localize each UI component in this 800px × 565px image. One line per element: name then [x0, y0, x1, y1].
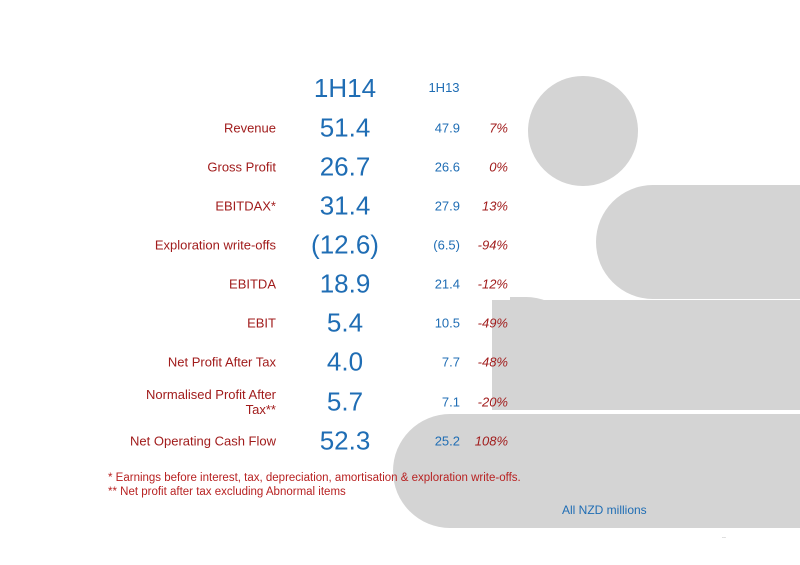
- column-header-current: 1H14: [313, 73, 377, 103]
- current-value: 52.3: [319, 425, 371, 456]
- prior-value: 10.5: [434, 315, 460, 331]
- current-value: 26.7: [319, 151, 371, 182]
- logo-bar-middle: [492, 300, 800, 410]
- change-percent: 7%: [489, 120, 508, 136]
- row-label: Revenue: [223, 120, 276, 136]
- change-percent: 0%: [489, 159, 508, 175]
- row-label: Net Operating Cash Flow: [130, 433, 276, 449]
- column-header-prior: 1H13: [428, 80, 460, 95]
- prior-value: 7.1: [441, 394, 460, 410]
- change-percent: -20%: [477, 394, 508, 410]
- table-row: Net Operating Cash Flow 52.3 25.2 108%: [0, 421, 800, 461]
- table-row: EBIT 5.4 10.5 -49%: [0, 303, 800, 343]
- current-value: 5.7: [326, 386, 364, 417]
- table-row: EBITDA 18.9 21.4 -12%: [0, 264, 800, 304]
- row-label: Net Profit After Tax: [167, 354, 276, 370]
- footnote-normalised: ** Net profit after tax excluding Abnorm…: [108, 486, 346, 498]
- change-percent: -12%: [477, 276, 508, 292]
- logo-hook-upper: [596, 185, 800, 299]
- prior-value: (6.5): [433, 237, 460, 253]
- logo-bar-lower: [393, 414, 800, 528]
- prior-value: 7.7: [441, 354, 460, 370]
- change-percent: -94%: [477, 237, 508, 253]
- table-row: Gross Profit 26.7 26.6 0%: [0, 147, 800, 187]
- current-value: 18.9: [319, 268, 371, 299]
- current-value: 31.4: [319, 190, 371, 221]
- change-percent: -49%: [477, 315, 508, 331]
- table-row: Revenue 51.4 47.9 7%: [0, 108, 800, 148]
- prior-value: 27.9: [434, 198, 460, 214]
- row-label: EBITDA: [229, 276, 276, 292]
- prior-value: 26.6: [434, 159, 460, 175]
- row-label: Normalised Profit After Tax**: [145, 387, 276, 417]
- prior-value: 25.2: [434, 433, 460, 449]
- corner-mark: ..: [722, 533, 726, 540]
- table-row: Normalised Profit After Tax** 5.7 7.1 -2…: [0, 382, 800, 422]
- table-row: Exploration write-offs (12.6) (6.5) -94%: [0, 225, 800, 265]
- row-label: EBIT: [247, 315, 276, 331]
- row-label: Exploration write-offs: [154, 237, 276, 253]
- units-note: All NZD millions: [562, 503, 647, 517]
- prior-value: 21.4: [434, 276, 460, 292]
- table-row: Net Profit After Tax 4.0 7.7 -48%: [0, 342, 800, 382]
- change-percent: 13%: [481, 198, 508, 214]
- logo-circle-top: [528, 76, 638, 186]
- prior-value: 47.9: [434, 120, 460, 136]
- current-value: 4.0: [326, 346, 364, 377]
- row-label: Gross Profit: [207, 159, 276, 175]
- footnote-ebitdax: * Earnings before interest, tax, depreci…: [108, 472, 521, 484]
- current-value: 51.4: [319, 112, 371, 143]
- current-value: (12.6): [311, 229, 379, 260]
- current-value: 5.4: [326, 307, 364, 338]
- change-percent: 108%: [474, 433, 508, 449]
- table-row: EBITDAX* 31.4 27.9 13%: [0, 186, 800, 226]
- change-percent: -48%: [477, 354, 508, 370]
- row-label: EBITDAX*: [215, 198, 276, 214]
